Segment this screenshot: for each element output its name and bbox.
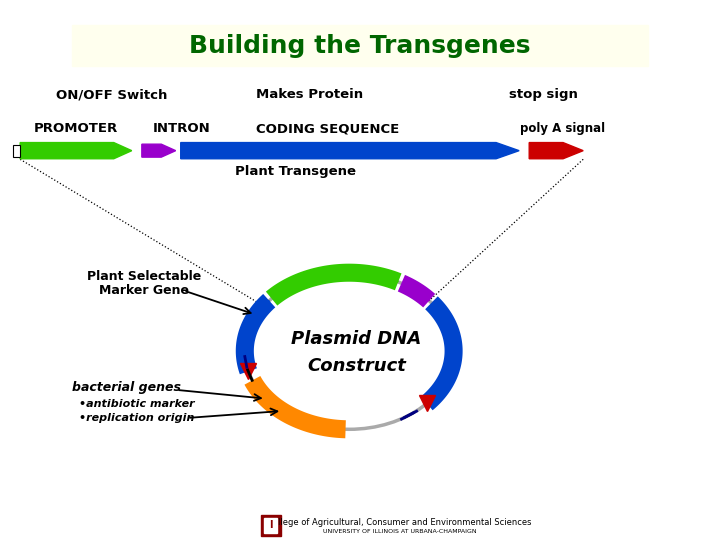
Text: College of Agricultural, Consumer and Environmental Sciences: College of Agricultural, Consumer and En… — [267, 518, 532, 526]
Polygon shape — [415, 289, 429, 301]
Text: •replication origin: •replication origin — [79, 413, 194, 423]
Polygon shape — [254, 301, 269, 313]
FancyArrow shape — [529, 143, 583, 159]
Polygon shape — [427, 392, 441, 403]
Bar — [261, 515, 281, 536]
Text: ON/OFF Switch: ON/OFF Switch — [56, 88, 167, 101]
Polygon shape — [382, 272, 398, 282]
Bar — [264, 518, 277, 533]
Text: UNIVERSITY OF ILLINOIS AT URBANA-CHAMPAIGN: UNIVERSITY OF ILLINOIS AT URBANA-CHAMPAI… — [323, 529, 477, 535]
Polygon shape — [251, 380, 264, 393]
Text: Plant Selectable
Marker Gene: Plant Selectable Marker Gene — [87, 269, 201, 298]
Bar — [13, 145, 20, 157]
Text: poly A signal: poly A signal — [521, 122, 606, 135]
Text: Plasmid DNA: Plasmid DNA — [292, 330, 421, 348]
Text: Building the Transgenes: Building the Transgenes — [189, 34, 531, 58]
Text: I: I — [269, 521, 272, 530]
Text: Plant Transgene: Plant Transgene — [235, 165, 356, 178]
Text: •antibiotic marker: •antibiotic marker — [79, 399, 194, 409]
Text: bacterial genes: bacterial genes — [71, 381, 181, 394]
FancyBboxPatch shape — [72, 25, 648, 66]
FancyArrow shape — [181, 143, 519, 159]
FancyArrow shape — [20, 143, 132, 159]
FancyArrow shape — [142, 144, 176, 157]
Text: INTRON: INTRON — [153, 122, 210, 135]
Text: Makes Protein: Makes Protein — [256, 88, 363, 101]
Text: Construct: Construct — [307, 357, 406, 375]
Text: PROMOTER: PROMOTER — [33, 122, 118, 135]
Text: stop sign: stop sign — [509, 88, 578, 101]
Text: CODING SEQUENCE: CODING SEQUENCE — [256, 122, 399, 135]
